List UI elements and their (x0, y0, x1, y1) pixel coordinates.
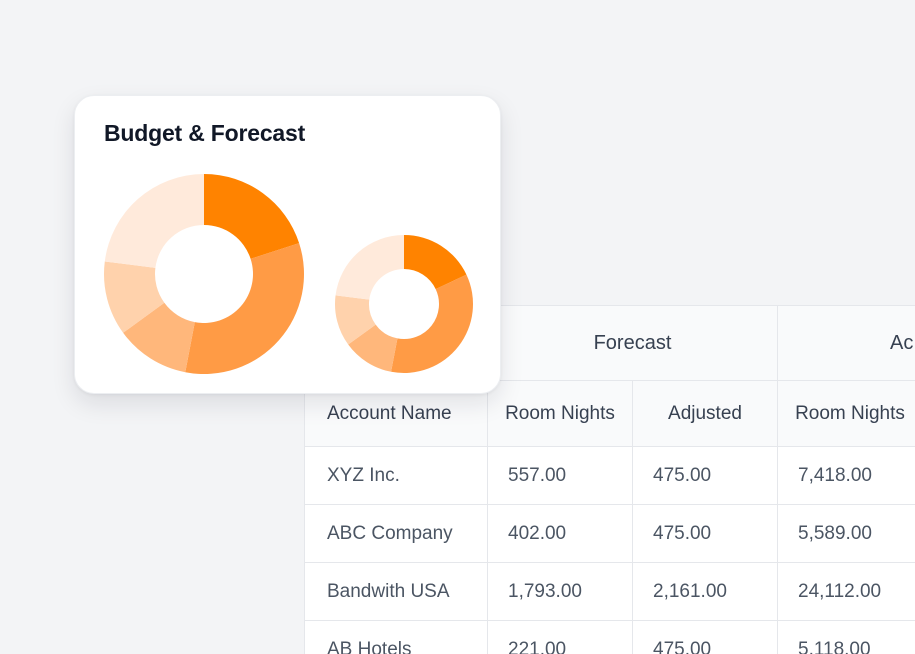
table-row[interactable]: XYZ Inc. 557.00 475.00 7,418.00 (304, 446, 915, 505)
large-donut-chart (104, 174, 304, 374)
donut-slice-2 (185, 243, 304, 374)
cell-forecast-adjusted: 2,161.00 (632, 562, 778, 621)
donut-slice-5 (335, 235, 404, 300)
cell-forecast-room-nights: 221.00 (487, 620, 633, 654)
table-row[interactable]: AB Hotels 221.00 475.00 5,118.00 (304, 620, 915, 654)
cell-forecast-adjusted: 475.00 (632, 446, 778, 505)
cell-account-name: Bandwith USA (304, 562, 488, 621)
cell-account-name: XYZ Inc. (304, 446, 488, 505)
donut-slice-4 (335, 295, 376, 345)
cell-forecast-adjusted: 475.00 (632, 620, 778, 654)
budget-forecast-card: Budget & Forecast (74, 95, 501, 394)
cell-forecast-room-nights: 1,793.00 (487, 562, 633, 621)
small-donut-chart (335, 235, 473, 373)
donut-slice-3 (123, 302, 195, 373)
cell-actual-room-nights: 24,112.00 (777, 562, 915, 621)
column-header-row: Account Name Room Nights Adjusted Room N… (304, 380, 915, 447)
donut-slice-3 (348, 324, 398, 372)
cell-forecast-room-nights: 402.00 (487, 504, 633, 563)
donut-slice-1 (204, 174, 300, 259)
donut-slice-5 (104, 174, 204, 268)
group-header-actual[interactable]: Ac (777, 305, 915, 381)
cell-actual-room-nights: 5,118.00 (777, 620, 915, 654)
table-row[interactable]: ABC Company 402.00 475.00 5,589.00 (304, 504, 915, 563)
forecast-table: Forecast Ac Account Name Room Nights Adj… (304, 305, 915, 654)
column-header-forecast-adjusted[interactable]: Adjusted (632, 380, 778, 447)
forecast-table-panel: Forecast Ac Account Name Room Nights Adj… (304, 305, 915, 654)
cell-actual-room-nights: 7,418.00 (777, 446, 915, 505)
cell-actual-room-nights: 5,589.00 (777, 504, 915, 563)
group-header-forecast[interactable]: Forecast (487, 305, 778, 381)
column-header-forecast-room-nights[interactable]: Room Nights (487, 380, 633, 447)
cell-forecast-adjusted: 475.00 (632, 504, 778, 563)
cell-account-name: ABC Company (304, 504, 488, 563)
card-title: Budget & Forecast (104, 120, 306, 146)
column-header-actual-room-nights[interactable]: Room Nights (777, 380, 915, 447)
donut-slice-1 (404, 235, 467, 290)
cell-forecast-room-nights: 557.00 (487, 446, 633, 505)
donut-slice-2 (391, 274, 473, 373)
cell-account-name: AB Hotels (304, 620, 488, 654)
table-row[interactable]: Bandwith USA 1,793.00 2,161.00 24,112.00 (304, 562, 915, 621)
donut-slice-4 (104, 261, 165, 333)
